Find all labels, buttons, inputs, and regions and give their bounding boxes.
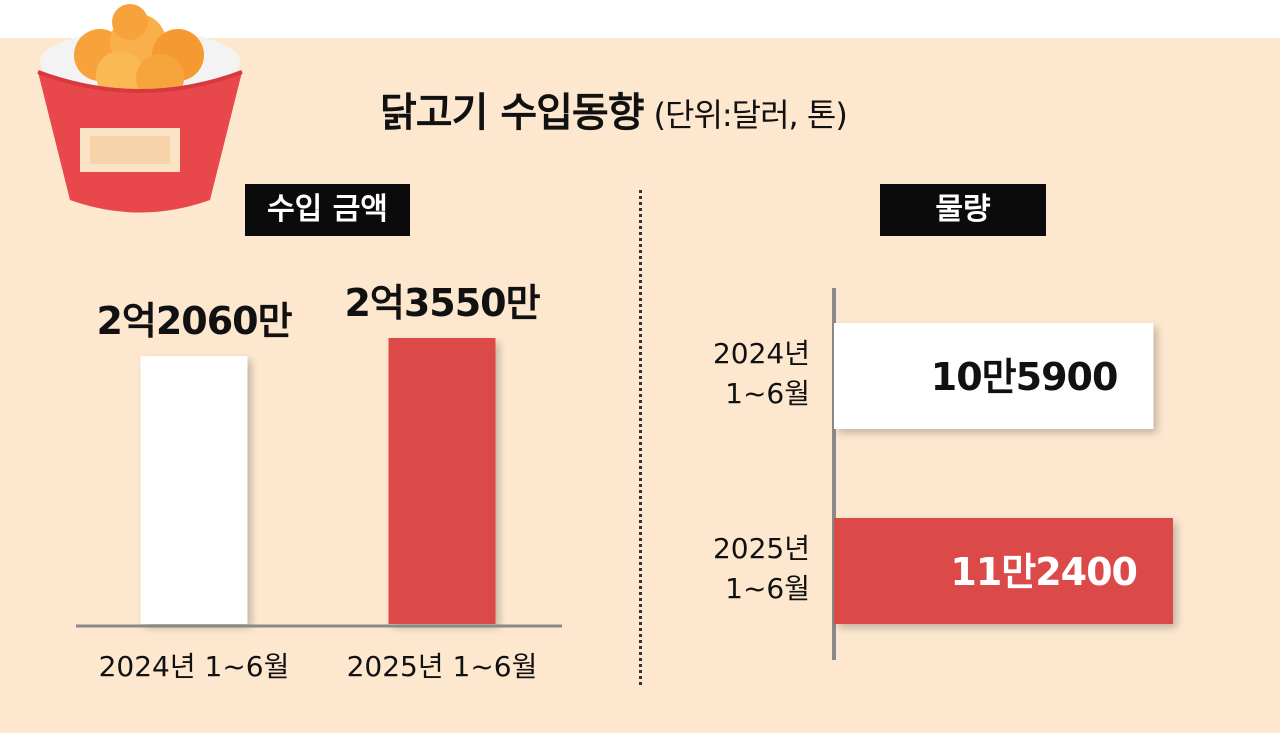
amount-category-label-2: 2025년 1~6월 (347, 650, 538, 683)
volume-category-label-2-line-2: 1~6월 (725, 572, 810, 605)
volume-chart: 10만5900 2024년 1~6월 11만2400 2025년 1~6월 (713, 288, 1173, 660)
amount-value-label-2: 2억3550만 (344, 281, 540, 325)
section-label-volume-text: 물량 (935, 192, 991, 227)
amount-category-label-1: 2024년 1~6월 (99, 650, 290, 683)
volume-value-label-1: 10만5900 (931, 355, 1118, 399)
chart-title-text: 닭고기 수입동향 (380, 90, 645, 136)
volume-bar-1 (834, 323, 1154, 429)
volume-category-label-1-line-1: 2024년 (713, 337, 810, 370)
unit-label: (단위:달러, 톤) (653, 96, 848, 134)
chicken-bucket-icon (37, 4, 243, 213)
volume-bar-2 (834, 518, 1173, 624)
volume-category-label-1-line-2: 1~6월 (725, 377, 810, 410)
section-label-amount-text: 수입 금액 (267, 192, 388, 227)
section-label-amount: 수입 금액 (245, 184, 410, 236)
chart-title: 닭고기 수입동향 (단위:달러, 톤) (380, 80, 848, 136)
amount-bar-2 (388, 338, 496, 624)
amount-value-label-1: 2억2060만 (96, 299, 292, 343)
amount-bar-1 (140, 356, 248, 624)
volume-value-label-2: 11만2400 (950, 550, 1137, 594)
amount-chart: 2억2060만 2024년 1~6월 2억3550만 2025년 1~6월 (76, 281, 562, 683)
volume-category-label-2-line-1: 2025년 (713, 532, 810, 565)
section-divider (639, 190, 642, 685)
section-label-volume: 물량 (880, 184, 1046, 236)
